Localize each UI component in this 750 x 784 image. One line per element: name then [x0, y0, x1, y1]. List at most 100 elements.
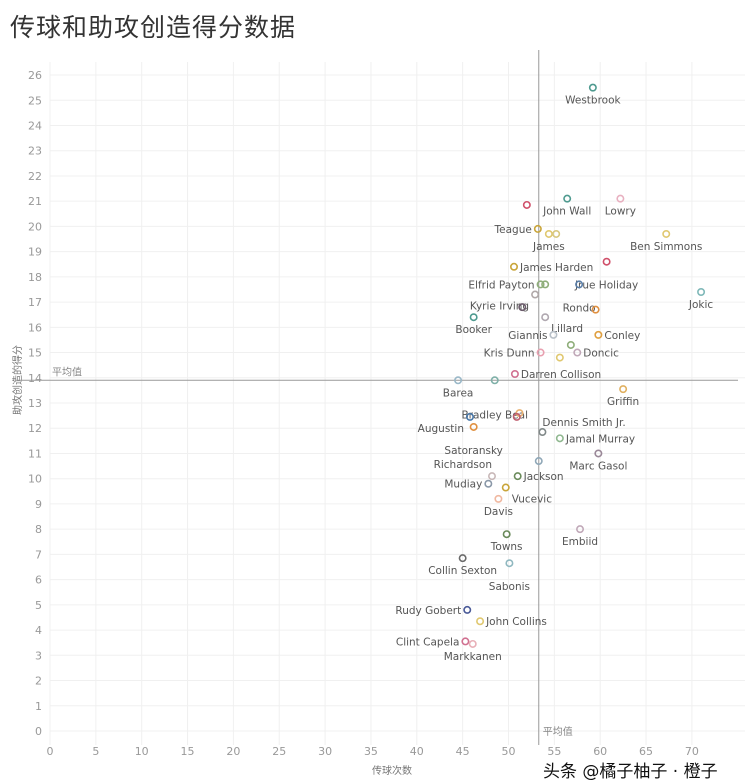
chart-title: 传球和助攻创造得分数据: [10, 13, 297, 42]
data-point: [484, 479, 493, 488]
point-label: Richardson: [434, 459, 492, 471]
point-label: Conley: [604, 330, 640, 342]
data-point: [566, 340, 575, 349]
data-point: [487, 472, 496, 481]
y-tick-label: 18: [28, 271, 42, 284]
y-tick-label: 23: [28, 145, 42, 158]
point-label: Giannis: [508, 330, 547, 342]
point-label: Marc Gasol: [569, 460, 627, 472]
y-tick-label: 25: [28, 94, 42, 107]
x-tick-label: 60: [593, 745, 607, 758]
data-point: [522, 200, 531, 209]
data-point: [536, 280, 545, 289]
data-point: [469, 422, 478, 431]
data-point: [533, 224, 542, 233]
point-label: Markkanen: [444, 651, 502, 663]
y-tick-label: 12: [28, 422, 42, 435]
y-tick-label: 10: [28, 473, 42, 486]
y-tick-label: 14: [28, 372, 42, 385]
x-tick-label: 15: [181, 745, 195, 758]
data-point: [563, 194, 572, 203]
y-tick-label: 6: [35, 574, 42, 587]
data-point: [573, 348, 582, 357]
point-label: Rudy Gobert: [395, 605, 461, 617]
point-label: Kyrie Irving: [470, 301, 529, 313]
point-label: Embiid: [562, 536, 598, 548]
data-point: [534, 457, 543, 466]
data-point: [594, 330, 603, 339]
data-point: [468, 639, 477, 648]
y-tick-label: 19: [28, 246, 42, 259]
point-label: Rondo: [563, 302, 596, 314]
point-label: Jokic: [688, 299, 714, 311]
data-point: [536, 348, 545, 357]
data-point: [541, 280, 550, 289]
point-label: Clint Capela: [396, 636, 460, 648]
point-label: Westbrook: [565, 95, 621, 107]
data-point: [512, 412, 521, 421]
point-label: Griffin: [607, 396, 639, 408]
y-tick-label: 15: [28, 347, 42, 360]
data-point: [541, 313, 550, 322]
y-tick-label: 0: [35, 725, 42, 738]
point-label: Collin Sexton: [428, 565, 497, 577]
y-tick-label: 3: [35, 649, 42, 662]
point-label: Bradley Beal: [461, 409, 528, 421]
point-label: John Wall: [542, 206, 591, 218]
data-point: [552, 229, 561, 238]
x-tick-label: 70: [685, 745, 699, 758]
point-label: James Harden: [519, 262, 593, 274]
point-label: Jamal Murray: [565, 433, 635, 445]
y-tick-label: 13: [28, 397, 42, 410]
data-point: [502, 530, 511, 539]
data-point: [469, 313, 478, 322]
data-point: [490, 376, 499, 385]
data-point: [538, 428, 547, 437]
data-point: [531, 290, 540, 299]
y-tick-label: 16: [28, 321, 42, 334]
point-label: Lowry: [605, 206, 636, 218]
x-tick-label: 35: [364, 745, 378, 758]
data-point: [619, 385, 628, 394]
point-label: Satoransky: [444, 445, 502, 457]
x-tick-label: 65: [639, 745, 653, 758]
x-tick-label: 40: [410, 745, 424, 758]
point-label: Darren Collison: [521, 369, 601, 381]
y-tick-label: 17: [28, 296, 42, 309]
x-axis-label: 传球次数: [372, 764, 412, 777]
point-label: Dennis Smith Jr.: [542, 417, 625, 429]
point-label: John Collins: [485, 616, 547, 628]
data-point: [602, 257, 611, 266]
x-tick-label: 25: [272, 745, 286, 758]
data-point: [575, 280, 584, 289]
data-point: [697, 287, 706, 296]
data-point: [454, 376, 463, 385]
data-point: [463, 605, 472, 614]
y-tick-label: 21: [28, 195, 42, 208]
data-point: [518, 303, 527, 312]
y-tick-label: 26: [28, 69, 42, 82]
x-tick-label: 20: [226, 745, 240, 758]
point-label: Kris Dunn: [484, 348, 535, 360]
y-tick-label: 8: [35, 523, 42, 536]
data-point: [555, 353, 564, 362]
watermark: 头条 @橘子柚子 · 橙子: [540, 762, 721, 782]
data-point: [594, 449, 603, 458]
data-point: [510, 369, 519, 378]
point-label: Lillard: [551, 323, 583, 335]
x-tick-label: 45: [456, 745, 470, 758]
y-tick-label: 9: [35, 498, 42, 511]
y-tick-label: 22: [28, 170, 42, 183]
data-point: [461, 637, 470, 646]
data-point: [555, 434, 564, 443]
point-label: Mudiay: [444, 479, 482, 491]
x-tick-label: 5: [92, 745, 99, 758]
data-point: [662, 229, 671, 238]
point-label: Davis: [484, 506, 513, 518]
point-label: Vucevic: [512, 494, 552, 506]
data-point: [494, 494, 503, 503]
data-point: [513, 472, 522, 481]
y-tick-label: 7: [35, 548, 42, 561]
data-point: [465, 412, 474, 421]
